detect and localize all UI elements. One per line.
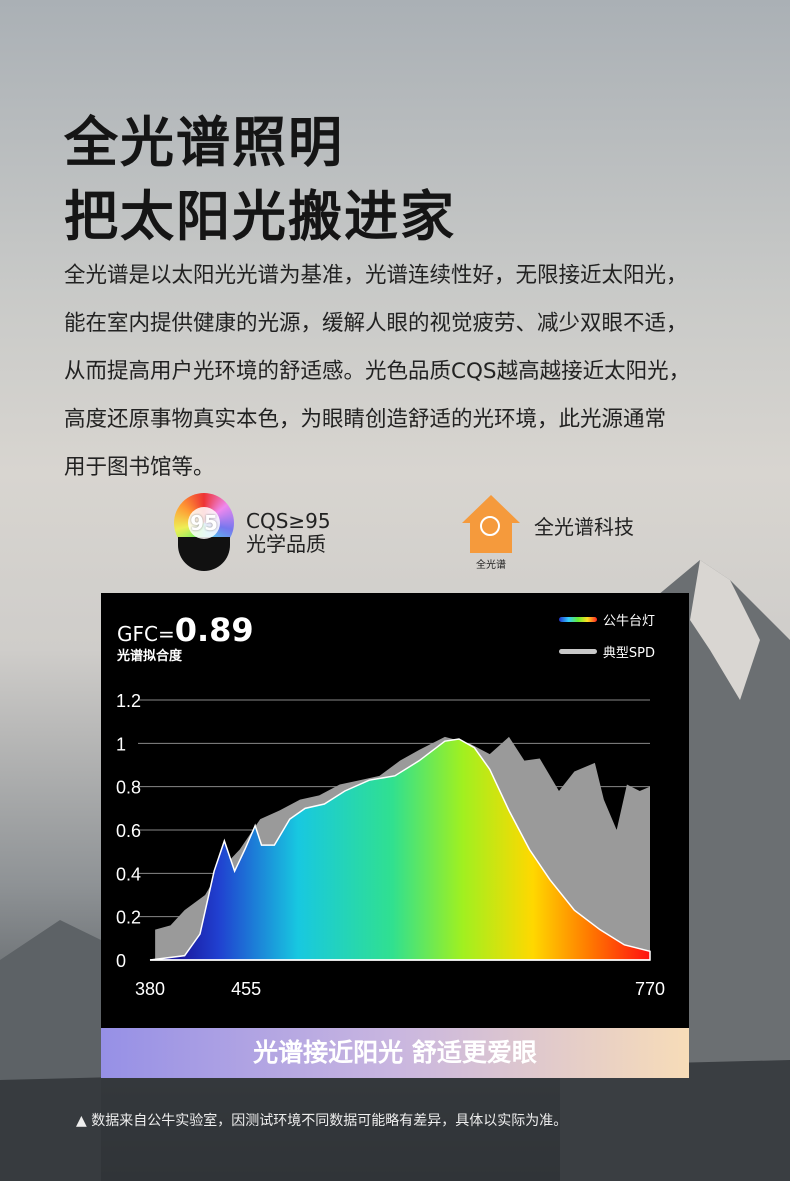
y-tick-label: 0 [116, 951, 126, 971]
y-tick-label: 0.6 [116, 821, 141, 841]
x-tick-label: 770 [635, 979, 665, 999]
y-tick-label: 0.4 [116, 864, 141, 884]
legend-swatch-spectrum [558, 617, 597, 622]
chart-subtitle: 光谱拟合度 [117, 649, 183, 664]
description-line: 用于图书馆等。 [64, 455, 215, 480]
plot-area: 0 0.2 0.4 0.6 0.8 1 1.2 380 455 770 [116, 691, 665, 999]
gfc-readout: GFC=0.89 [117, 611, 254, 649]
cqs-label: 光学品质 [246, 532, 326, 556]
warning-icon: ▲ [76, 1113, 92, 1129]
cqs-value: CQS≥95 [246, 509, 331, 533]
description-line: 从而提高用户光环境的舒适感。光色品质CQS越高越接近太阳光， [64, 359, 691, 384]
description-line: 全光谱是以太阳光光谱为基准，光谱连续性好，无限接近太阳光， [64, 263, 688, 288]
series-area-lamp [149, 738, 651, 961]
legend-item-lamp: 公牛台灯 [558, 610, 655, 629]
full-spectrum-label: 全光谱科技 [534, 514, 634, 539]
house-sun-icon: 全光谱 [460, 493, 522, 573]
legend-item-spd: 典型SPD [558, 642, 655, 661]
description-line: 能在室内提供健康的光源，缓解人眼的视觉疲劳、减少双眼不适， [64, 311, 688, 336]
cqs-badge-icon: 95 [172, 493, 236, 573]
y-tick-label: 0.2 [116, 908, 141, 928]
feature-cqs: 95 CQS≥95 光学品质 [172, 493, 331, 573]
slogan-banner: 光谱接近阳光 舒适更爱眼 [101, 1028, 689, 1078]
y-tick-label: 1 [116, 734, 126, 754]
description-line: 高度还原事物真实本色，为眼睛创造舒适的光环境，此光源通常 [64, 407, 667, 432]
y-tick-label: 1.2 [116, 691, 141, 711]
feature-full-spectrum: 全光谱 全光谱科技 [460, 493, 634, 573]
headline-line-2: 把太阳光搬进家 [64, 185, 456, 248]
y-tick-label: 0.8 [116, 778, 141, 798]
spectrum-chart: GFC=0.89 光谱拟合度 公牛台灯 典型SPD 0 0.2 0.4 0.6 0.8 1… [101, 593, 689, 1078]
x-tick-label: 380 [135, 979, 165, 999]
headline-line-1: 全光谱照明 [64, 111, 344, 174]
disclaimer: ▲ 数据来自公牛实验室，因测试环境不同数据可能略有差异，具体以实际为准。 [76, 1113, 568, 1129]
x-tick-label: 455 [231, 979, 261, 999]
legend-swatch-gray [558, 649, 597, 654]
description: 全光谱是以太阳光光谱为基准，光谱连续性好，无限接近太阳光， 能在室内提供健康的光… [64, 252, 764, 492]
